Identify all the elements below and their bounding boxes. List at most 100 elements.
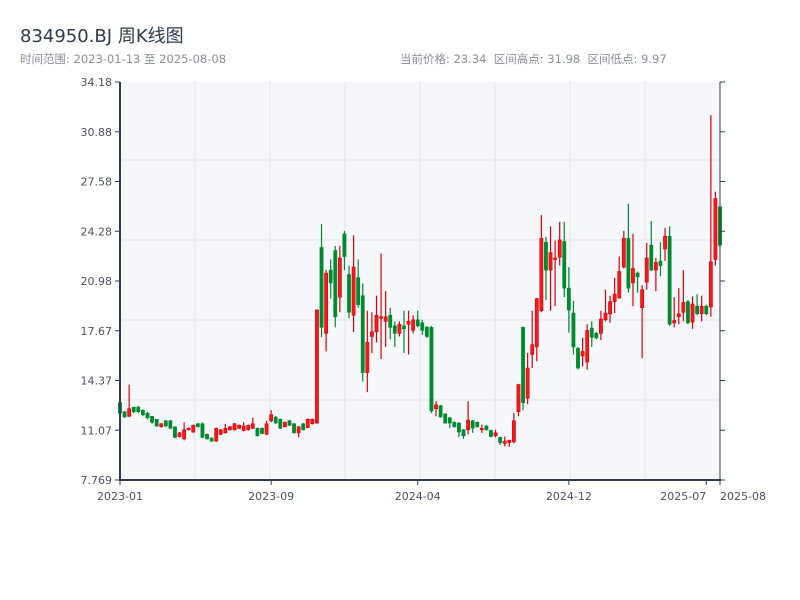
candle-up <box>663 235 667 250</box>
candle-down <box>173 426 177 438</box>
candle-down <box>154 418 159 427</box>
y-tick-label: 20.98 <box>81 275 113 288</box>
candle-down <box>141 409 145 416</box>
candle-up <box>557 239 562 258</box>
candle-up <box>479 427 484 431</box>
candle-down <box>475 421 480 428</box>
candle-down <box>589 327 594 338</box>
candle-up <box>713 198 718 260</box>
candle-up <box>621 238 626 268</box>
candle-up <box>690 303 695 323</box>
candle-down <box>200 423 205 438</box>
candle-down <box>145 412 150 419</box>
candle-up <box>237 424 241 429</box>
date-range-label: 时间范围: 2023-01-13 至 2025-08-08 <box>20 52 227 66</box>
candle-up <box>269 414 274 422</box>
candle-up <box>159 423 164 428</box>
candle-down <box>122 411 127 418</box>
candle-up <box>186 427 191 431</box>
candle-up <box>383 316 388 322</box>
candle-up <box>365 342 370 373</box>
candle-up <box>525 367 530 399</box>
candle-up <box>617 271 622 299</box>
candle-down <box>566 287 571 311</box>
x-tick-label: 2024-04 <box>395 490 441 503</box>
candle-down <box>278 418 283 429</box>
y-tick-label: 17.67 <box>81 325 113 338</box>
candle-up <box>241 425 246 431</box>
candle-down <box>301 423 306 431</box>
candle-up <box>507 440 512 443</box>
candle-up <box>631 268 635 284</box>
candle-up <box>223 427 228 434</box>
candle-up <box>177 432 182 437</box>
candle-down <box>498 437 503 443</box>
candle-down <box>576 348 580 369</box>
candle-up <box>653 262 658 271</box>
candle-up <box>182 429 187 440</box>
candle-up <box>324 272 329 334</box>
candle-up <box>379 316 383 319</box>
candle-up <box>539 238 544 312</box>
candle-down <box>544 241 548 271</box>
candle-down <box>649 244 654 271</box>
candle-up <box>374 314 379 333</box>
chart-title: 834950.BJ 周K线图 <box>20 26 184 47</box>
candle-down <box>571 312 576 348</box>
candle-down <box>402 325 406 330</box>
candle-down <box>704 305 709 315</box>
candle-up <box>612 293 617 303</box>
candle-down <box>470 420 475 429</box>
candle-up <box>310 418 315 425</box>
candle-up <box>232 423 237 431</box>
x-tick-label: 2024-12 <box>546 490 592 503</box>
candle-down <box>415 319 420 327</box>
candle-down <box>489 430 493 437</box>
candle-down <box>260 427 264 434</box>
x-tick-label: 2023-09 <box>248 490 294 503</box>
candle-down <box>388 314 393 328</box>
x-tick-label: 2023-01 <box>97 490 143 503</box>
candle-down <box>287 420 292 426</box>
candle-down <box>342 233 347 257</box>
candle-up <box>466 419 470 431</box>
candle-down <box>686 301 690 324</box>
candle-up <box>434 404 438 410</box>
y-tick-label: 7.769 <box>81 474 113 487</box>
price-stats-label: 当前价格: 23.34 区间高点: 31.98 区间低点: 9.97 <box>400 52 667 66</box>
candle-up <box>127 408 132 417</box>
candle-up <box>493 432 498 437</box>
candle-up <box>406 321 411 325</box>
candle-up <box>337 257 342 298</box>
candle-down <box>328 269 333 284</box>
y-tick-label: 24.28 <box>81 225 113 238</box>
candle-up <box>530 344 535 355</box>
candle-down <box>424 327 429 337</box>
candle-up <box>502 440 507 444</box>
candle-up <box>315 309 319 424</box>
candle-up <box>608 301 612 315</box>
candle-up <box>351 266 356 316</box>
candle-down <box>168 420 173 429</box>
y-tick-label: 14.37 <box>81 375 113 388</box>
candle-down <box>392 325 397 334</box>
candle-down <box>420 322 425 331</box>
candle-up <box>548 252 553 271</box>
candle-down <box>150 415 154 423</box>
candle-down <box>209 437 214 442</box>
candle-up <box>603 312 608 321</box>
candle-down <box>452 421 457 428</box>
candle-up <box>580 351 585 357</box>
candle-down <box>356 277 361 306</box>
candle-down <box>347 274 351 313</box>
candle-down <box>658 260 663 266</box>
x-tick-label: 2025-08 <box>720 490 766 503</box>
candle-down <box>333 250 338 318</box>
candle-up <box>397 324 402 334</box>
candle-up <box>370 331 374 337</box>
candle-up <box>250 423 255 429</box>
candle-down <box>255 427 260 437</box>
candle-up <box>282 421 287 428</box>
candle-up <box>228 426 232 431</box>
